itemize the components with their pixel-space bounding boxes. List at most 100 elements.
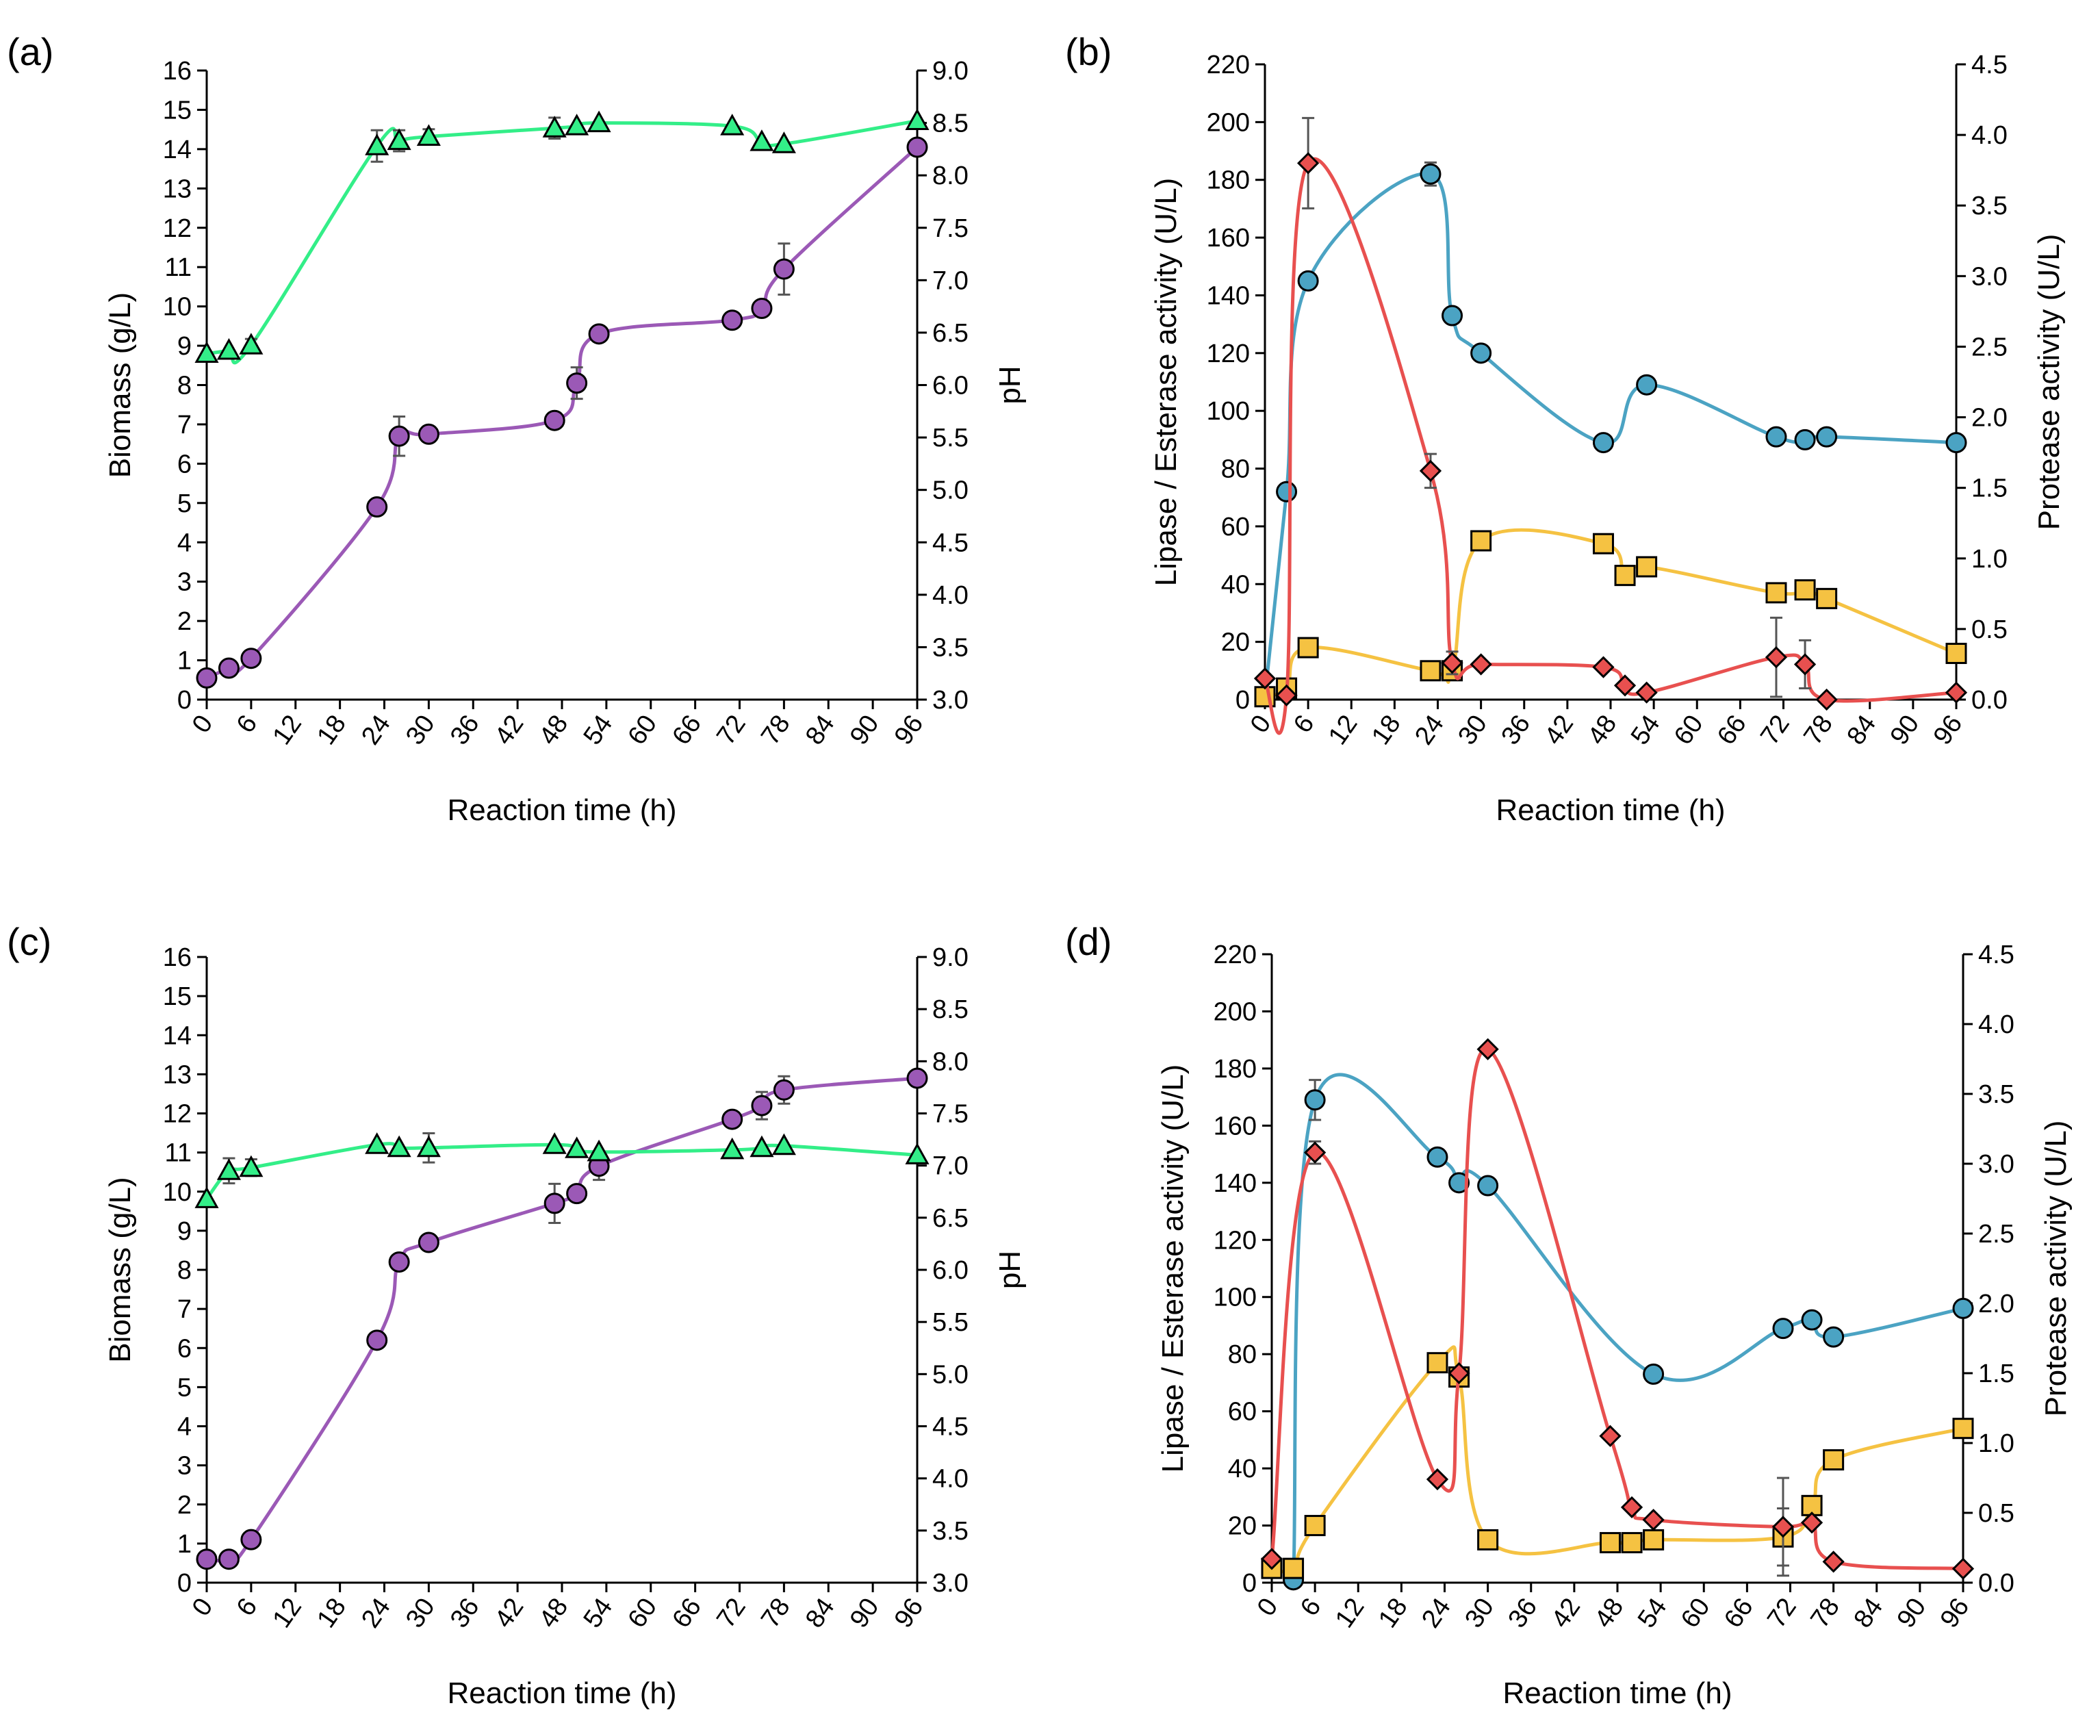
series-line-biomass bbox=[205, 146, 919, 680]
x-tick-label: 18 bbox=[1373, 1593, 1413, 1633]
data-point bbox=[542, 116, 567, 138]
data-point bbox=[1599, 1425, 1622, 1447]
y-tick-label: 13 bbox=[163, 175, 192, 203]
data-point bbox=[1765, 646, 1788, 669]
x-tick-label: 78 bbox=[756, 1593, 796, 1633]
y-tick-label: 100 bbox=[1214, 1284, 1257, 1312]
y-tick-label: 6 bbox=[177, 1334, 192, 1363]
x-tick-label: 42 bbox=[489, 1593, 530, 1633]
data-point bbox=[196, 667, 218, 689]
data-point bbox=[194, 1186, 219, 1208]
panel-label: (d) bbox=[1065, 920, 1112, 963]
data-point bbox=[240, 1529, 262, 1550]
data-point bbox=[1253, 667, 1277, 690]
y2-tick-label: 1.5 bbox=[1971, 474, 2008, 503]
x-tick-label: 48 bbox=[1583, 710, 1623, 750]
x-tick-label: 84 bbox=[800, 1593, 841, 1633]
x-axis-label: Reaction time (h) bbox=[1496, 793, 1725, 827]
y2-tick-label: 6.5 bbox=[932, 1204, 969, 1233]
data-point bbox=[1592, 656, 1615, 678]
y2-tick-label: 2.5 bbox=[1971, 333, 2008, 361]
data-point bbox=[216, 337, 241, 360]
y2-axis-label: Protease activity (U/L) bbox=[2032, 234, 2066, 531]
y-tick-label: 11 bbox=[165, 1139, 192, 1168]
y-tick-label: 60 bbox=[1221, 513, 1250, 541]
data-point bbox=[1304, 1089, 1326, 1111]
x-tick-label: 48 bbox=[1589, 1593, 1630, 1633]
data-point bbox=[239, 333, 264, 355]
data-point bbox=[1260, 1548, 1283, 1570]
data-point bbox=[1419, 459, 1442, 483]
y-tick-label: 15 bbox=[163, 96, 192, 125]
y2-tick-label: 8.5 bbox=[932, 995, 969, 1024]
y-tick-label: 20 bbox=[1221, 628, 1250, 657]
data-point bbox=[588, 323, 610, 345]
y2-tick-label: 7.5 bbox=[932, 1100, 969, 1129]
y-tick-label: 0 bbox=[177, 686, 192, 715]
data-point bbox=[1620, 1496, 1643, 1518]
data-point bbox=[418, 1231, 439, 1253]
data-point bbox=[587, 110, 611, 133]
data-point bbox=[1297, 270, 1319, 292]
x-axis-label: Reaction time (h) bbox=[447, 1676, 676, 1710]
data-point bbox=[1276, 481, 1298, 502]
y2-tick-label: 5.0 bbox=[932, 1360, 969, 1389]
y-tick-label: 160 bbox=[1214, 1112, 1257, 1140]
y-tick-label: 2 bbox=[177, 607, 192, 636]
data-point bbox=[771, 131, 796, 153]
x-tick-label: 48 bbox=[534, 1593, 574, 1633]
y2-tick-label: 4.5 bbox=[932, 528, 969, 557]
y2-tick-label: 0.5 bbox=[1978, 1499, 2014, 1528]
data-point bbox=[365, 133, 389, 155]
y2-tick-label: 7.5 bbox=[932, 214, 969, 243]
y2-tick-label: 2.0 bbox=[1978, 1290, 2014, 1318]
y-axis-label: Lipase / Esterase activity (U/L) bbox=[1149, 178, 1183, 587]
x-tick-label: 96 bbox=[889, 710, 930, 750]
y-tick-label: 2 bbox=[177, 1491, 192, 1520]
y-tick-label: 14 bbox=[163, 1021, 192, 1050]
data-point bbox=[388, 1251, 410, 1273]
y2-tick-label: 8.5 bbox=[932, 110, 969, 138]
data-point bbox=[1823, 1449, 1845, 1471]
y2-tick-label: 8.0 bbox=[932, 162, 969, 190]
data-point bbox=[542, 1132, 567, 1154]
data-point bbox=[1442, 305, 1463, 327]
x-tick-label: 12 bbox=[1323, 710, 1363, 750]
x-tick-label: 72 bbox=[1755, 710, 1795, 750]
y2-tick-label: 0.0 bbox=[1971, 686, 2008, 715]
x-tick-label: 30 bbox=[400, 1593, 441, 1633]
y2-tick-label: 1.5 bbox=[1978, 1360, 2014, 1388]
data-point bbox=[1635, 681, 1658, 704]
y-tick-label: 180 bbox=[1207, 166, 1250, 195]
y2-tick-label: 1.0 bbox=[1978, 1429, 2014, 1458]
data-point bbox=[1477, 1175, 1499, 1197]
y2-tick-label: 9.0 bbox=[932, 57, 969, 86]
x-tick-label: 84 bbox=[1848, 1593, 1888, 1633]
data-point bbox=[1420, 163, 1442, 185]
y2-tick-label: 4.0 bbox=[932, 581, 969, 610]
data-point bbox=[1642, 1509, 1665, 1531]
y-tick-label: 0 bbox=[1235, 686, 1250, 715]
data-point bbox=[1426, 1352, 1448, 1374]
data-point bbox=[1951, 1557, 1975, 1580]
data-point bbox=[721, 309, 743, 331]
series-line-esterase bbox=[1264, 528, 1957, 699]
data-point bbox=[216, 1158, 241, 1180]
data-point bbox=[1815, 688, 1838, 711]
x-tick-label: 54 bbox=[578, 1593, 619, 1633]
data-point bbox=[1794, 429, 1816, 450]
x-tick-label: 24 bbox=[356, 710, 396, 750]
x-tick-label: 60 bbox=[1669, 710, 1709, 750]
series-esterase bbox=[1254, 528, 1967, 708]
y-tick-label: 160 bbox=[1207, 224, 1250, 253]
y-tick-label: 60 bbox=[1228, 1398, 1257, 1427]
y-axis-label: Biomass (g/L) bbox=[103, 292, 137, 478]
y-tick-label: 12 bbox=[163, 214, 192, 243]
x-tick-label: 66 bbox=[1712, 710, 1752, 750]
y2-tick-label: 6.0 bbox=[932, 1256, 969, 1285]
y-tick-label: 12 bbox=[163, 1100, 192, 1129]
y-tick-label: 14 bbox=[163, 136, 192, 164]
y2-tick-label: 3.5 bbox=[932, 1517, 969, 1546]
x-tick-label: 24 bbox=[1409, 710, 1450, 750]
data-point bbox=[1636, 556, 1658, 578]
